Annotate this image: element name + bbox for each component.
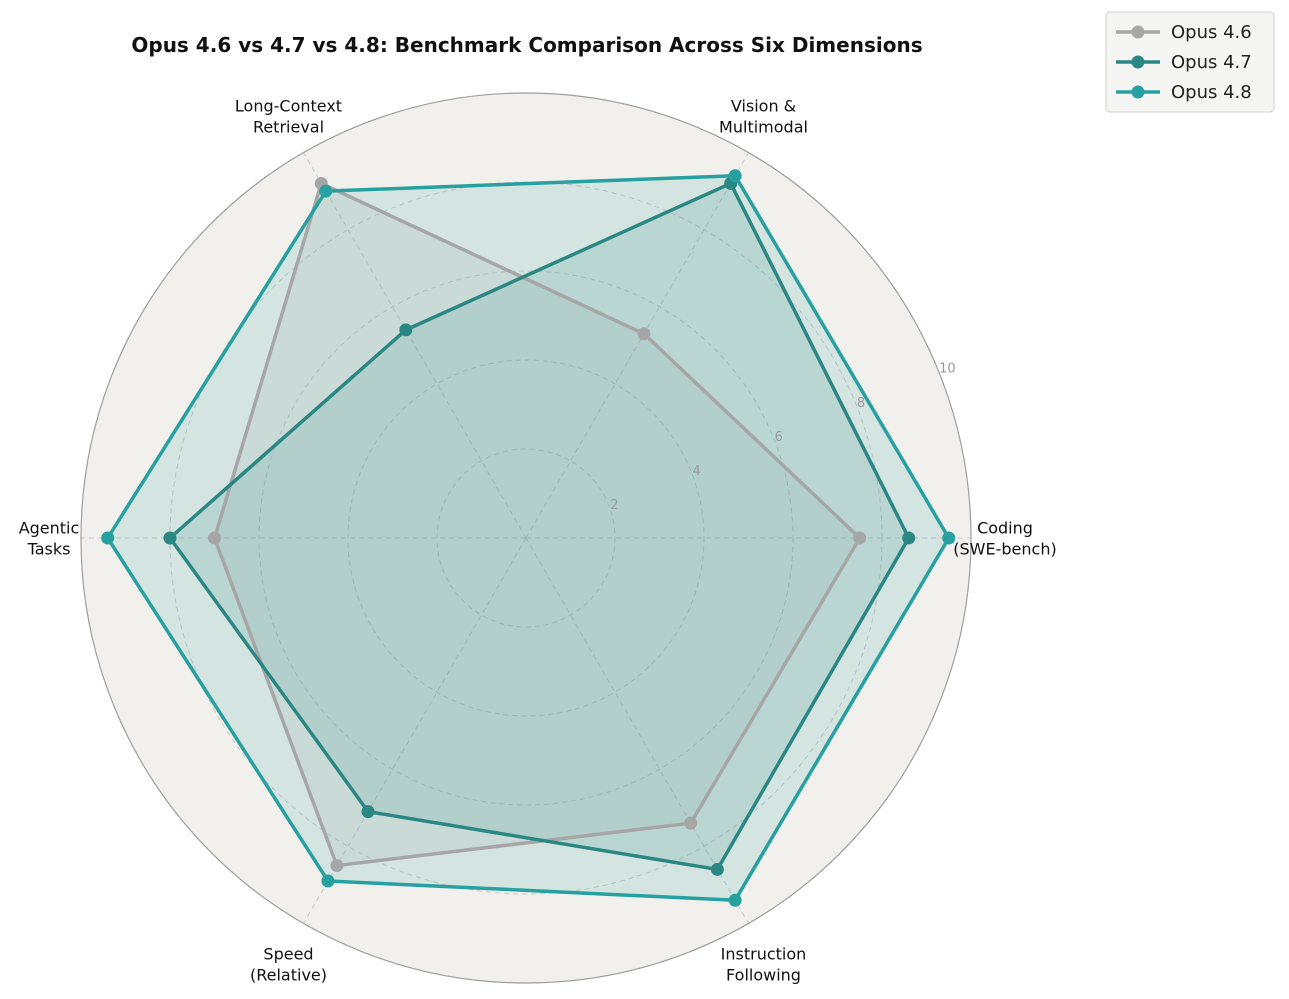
axis-category-label: Long-Context — [235, 97, 342, 116]
data-point — [208, 531, 221, 545]
axis-category-label: Multimodal — [719, 118, 808, 137]
radial-tick-label: 2 — [610, 498, 618, 513]
data-point — [101, 531, 115, 545]
data-point — [902, 531, 916, 545]
legend-swatch-marker — [1131, 85, 1145, 99]
legend-swatch-marker — [1131, 55, 1145, 69]
radial-grid-line — [525, 152, 749, 539]
grid-circle — [347, 359, 705, 717]
legend-swatch-marker — [1131, 25, 1145, 39]
grid-circle — [258, 270, 794, 806]
data-point — [942, 531, 956, 545]
data-point — [319, 184, 333, 198]
series-fill-3 — [107, 175, 949, 901]
axis-category-label: Tasks — [27, 540, 71, 559]
axis-category-label: Following — [726, 965, 801, 984]
data-point — [684, 816, 698, 830]
legend-box — [1105, 11, 1275, 113]
data-point — [399, 323, 413, 337]
radial-tick-label: 6 — [775, 430, 783, 445]
data-point — [321, 874, 335, 888]
data-point — [728, 893, 742, 907]
legend-label: Opus 4.7 — [1171, 52, 1252, 73]
radial-grid-line — [303, 537, 527, 924]
axis-category-label: Retrieval — [253, 118, 324, 137]
legend-label: Opus 4.8 — [1171, 82, 1252, 103]
legend-label: Opus 4.6 — [1171, 22, 1252, 43]
radial-tick-label: 10 — [939, 362, 956, 377]
polar-spine — [80, 92, 972, 984]
axis-category-label: Vision & — [731, 97, 796, 116]
axis-category-label: Speed — [263, 944, 313, 963]
data-point — [361, 805, 375, 819]
data-point — [330, 859, 344, 873]
chart-title: Opus 4.6 vs 4.7 vs 4.8: Benchmark Compar… — [131, 33, 922, 57]
data-point — [728, 169, 742, 183]
series-fill-2 — [170, 183, 909, 870]
data-point — [637, 327, 651, 341]
data-point — [853, 531, 867, 545]
radial-grid-line — [525, 537, 749, 924]
axis-category-label: Agentic — [19, 519, 80, 538]
radial-grid-line — [303, 152, 527, 539]
plot-area: 2 4 6 8 10 Coding (SWE-bench) Vision & Multimoda… — [19, 92, 1057, 984]
series-fill-1 — [214, 183, 860, 866]
grid-circle — [436, 448, 616, 628]
data-point — [710, 862, 724, 876]
data-point — [163, 531, 177, 545]
axis-category-label: Coding — [977, 519, 1033, 538]
axis-category-label: (Relative) — [250, 965, 327, 984]
axis-category-label: Instruction — [721, 944, 807, 963]
legend: Opus 4.6 Opus 4.7 Opus 4.8 — [1105, 11, 1275, 113]
radial-tick-label: 8 — [857, 396, 865, 411]
radial-tick-label: 4 — [692, 464, 700, 479]
axis-category-label: (SWE-bench) — [953, 540, 1056, 559]
